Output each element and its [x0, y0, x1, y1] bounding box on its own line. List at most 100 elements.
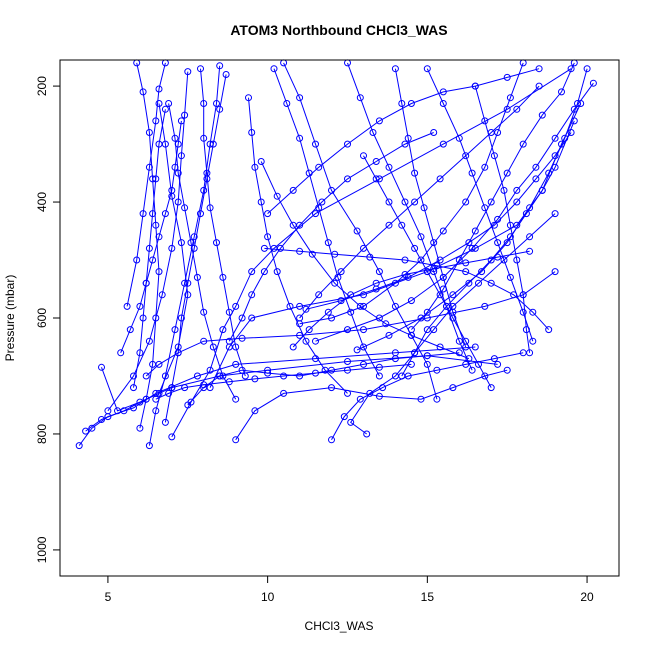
data-point — [177, 314, 185, 322]
y-tick-label: 200 — [35, 76, 49, 96]
data-point — [462, 198, 470, 206]
data-point — [193, 372, 201, 380]
data-point — [481, 302, 489, 310]
data-point — [152, 395, 160, 403]
data-point — [538, 111, 546, 119]
series-10 — [232, 366, 511, 444]
data-point — [264, 369, 272, 377]
data-point — [436, 256, 444, 264]
data-point — [200, 100, 208, 107]
data-point — [161, 418, 169, 426]
series-18 — [161, 71, 230, 426]
data-point — [264, 233, 272, 241]
series-36 — [353, 65, 591, 354]
x-tick-label: 20 — [580, 590, 594, 604]
data-point — [216, 105, 224, 113]
data-point — [375, 117, 383, 125]
y-tick-label: 400 — [35, 192, 49, 212]
data-point — [360, 291, 367, 299]
data-point — [356, 302, 364, 310]
series-9 — [123, 59, 169, 310]
data-point — [161, 210, 169, 218]
data-point — [203, 169, 211, 177]
series-line — [299, 85, 540, 319]
series-line — [155, 363, 412, 400]
data-point — [136, 398, 144, 406]
data-point — [273, 192, 281, 200]
data-point — [209, 343, 217, 351]
data-point — [184, 68, 192, 76]
data-point — [532, 175, 540, 183]
data-point — [161, 105, 169, 113]
data-point — [296, 302, 304, 310]
data-point — [171, 326, 179, 334]
plot-frame — [59, 59, 620, 577]
data-point — [423, 308, 431, 316]
data-point — [168, 244, 176, 252]
series-line — [145, 271, 556, 377]
data-point — [407, 360, 415, 368]
series-line — [120, 120, 182, 353]
data-point — [551, 163, 559, 171]
data-point — [407, 331, 415, 339]
series-20 — [296, 82, 543, 322]
data-point — [430, 239, 438, 247]
data-point — [190, 233, 198, 241]
data-point — [302, 337, 310, 345]
data-point — [423, 326, 431, 334]
data-point — [238, 314, 246, 322]
data-point — [104, 407, 112, 415]
data-point — [481, 372, 489, 380]
series-line — [394, 68, 467, 348]
data-point — [567, 65, 575, 73]
data-point — [139, 314, 147, 322]
data-point — [296, 94, 304, 102]
data-point — [200, 381, 208, 389]
data-point — [344, 358, 351, 365]
data-point — [305, 326, 313, 334]
data-point — [519, 349, 527, 357]
data-point — [417, 314, 425, 322]
data-point — [439, 227, 447, 235]
data-point — [245, 94, 252, 102]
x-tick-label: 10 — [261, 590, 275, 604]
data-point — [302, 305, 310, 313]
data-point — [123, 302, 131, 310]
data-point — [500, 186, 508, 194]
data-point — [232, 302, 240, 310]
series-33 — [328, 349, 527, 444]
data-point — [155, 389, 163, 397]
data-point — [136, 424, 144, 432]
data-point — [145, 442, 153, 450]
series-25 — [225, 129, 438, 345]
data-point — [401, 271, 409, 278]
data-point — [190, 244, 198, 252]
data-point — [471, 343, 479, 351]
data-point — [503, 73, 511, 81]
data-point — [567, 129, 575, 136]
series-line — [331, 352, 524, 441]
data-point — [433, 395, 441, 403]
data-point — [366, 389, 374, 397]
data-point — [513, 105, 521, 113]
series-line — [264, 247, 550, 330]
data-point — [465, 355, 473, 363]
data-point — [98, 416, 105, 423]
data-point — [184, 291, 192, 299]
series-line — [347, 62, 473, 371]
data-point — [312, 369, 319, 377]
data-point — [379, 384, 387, 392]
data-point — [430, 265, 438, 273]
series-7 — [104, 68, 192, 415]
data-point — [407, 297, 415, 305]
data-point — [286, 302, 294, 310]
x-tick-label: 15 — [421, 590, 435, 604]
plot-area — [75, 59, 597, 450]
series-22 — [344, 59, 476, 374]
data-point — [152, 407, 160, 415]
data-point — [369, 129, 377, 136]
data-point — [391, 65, 399, 73]
data-point — [337, 268, 345, 276]
